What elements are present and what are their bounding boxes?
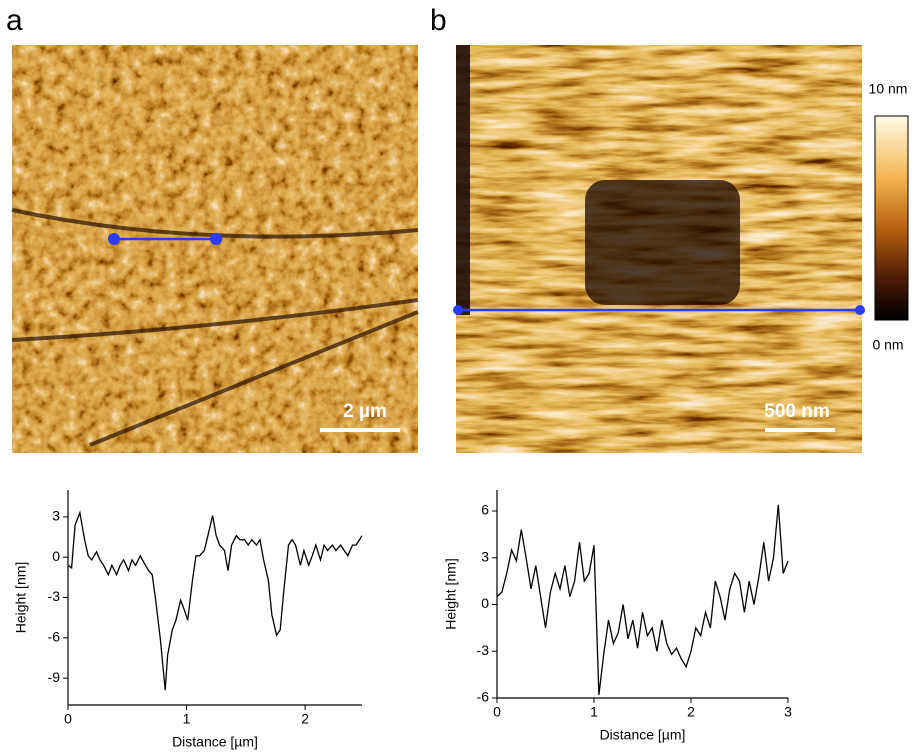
scale-bar-label: 500 nm (764, 401, 829, 422)
profile-end (108, 233, 120, 245)
colorbar-max: 10 nm (869, 81, 908, 97)
profile-end (453, 305, 463, 315)
x-tick-label: 0 (493, 704, 501, 720)
x-tick-label: 1 (183, 711, 191, 727)
y-axis-label: Height [nm] (13, 562, 29, 634)
x-axis-label: Distance [µm] (172, 734, 258, 750)
profile-curve (496, 504, 789, 695)
y-axis-label: Height [nm] (443, 558, 459, 630)
profile-end (855, 305, 865, 315)
colorbar (874, 115, 909, 321)
afm-edge (456, 45, 470, 315)
afm-depression (585, 180, 740, 305)
x-tick-label: 1 (590, 704, 598, 720)
y-tick-label: 0 (481, 595, 489, 611)
scale-bar-label: 2 µm (343, 401, 387, 422)
x-tick-label: 2 (301, 711, 309, 727)
panel-label: a (6, 4, 23, 37)
afm-crack (11, 208, 419, 447)
afm-texture (12, 45, 418, 453)
y-tick-label: -3 (48, 588, 61, 604)
profile-curve (67, 510, 363, 691)
y-tick-label: 3 (481, 548, 489, 564)
y-tick-label: -6 (48, 629, 61, 645)
y-tick-label: -3 (477, 642, 490, 658)
colorbar-min: 0 nm (872, 337, 903, 353)
x-tick-label: 0 (64, 711, 72, 727)
profile-end (210, 233, 222, 245)
x-tick-label: 2 (687, 704, 695, 720)
y-tick-label: 0 (52, 548, 60, 564)
panel-label: b (430, 4, 447, 37)
y-tick-label: -9 (48, 669, 61, 685)
x-tick-label: 3 (784, 704, 792, 720)
y-tick-label: -6 (477, 689, 490, 705)
x-axis-label: Distance [µm] (600, 727, 686, 743)
y-tick-label: 6 (481, 502, 489, 518)
y-tick-label: 3 (52, 508, 60, 524)
